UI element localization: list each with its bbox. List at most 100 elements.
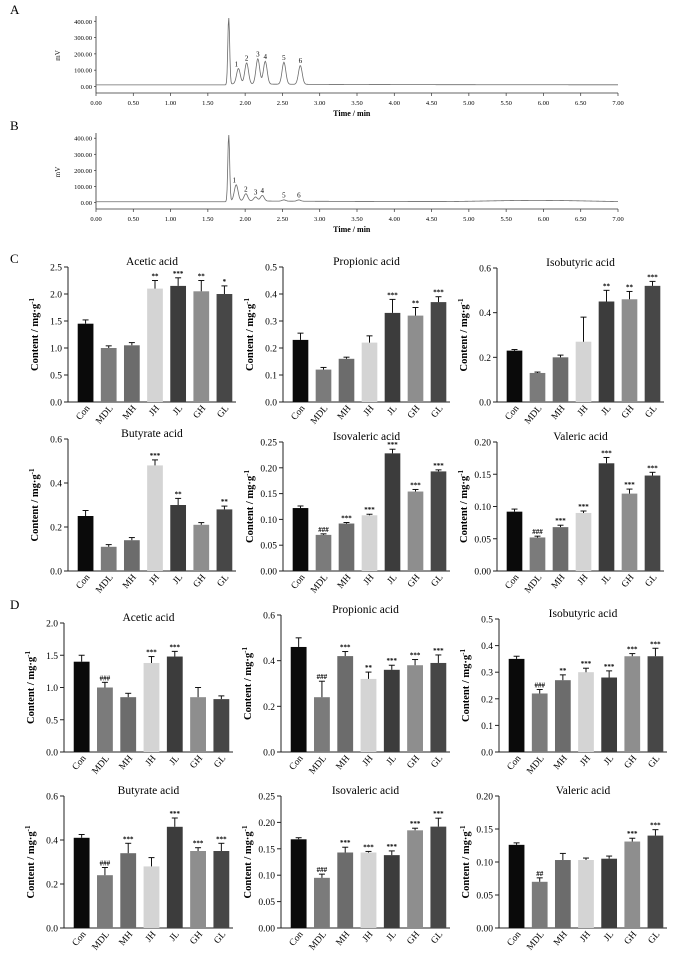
significance-mark: ### bbox=[318, 526, 329, 534]
bar-jl bbox=[383, 669, 400, 752]
significance-mark: *** bbox=[555, 517, 566, 525]
y-tick-label: 300.00 bbox=[74, 152, 92, 159]
bar-chart-c5: Isovaleric acid 0.00 0.05 0.10 0.15 0.20 0.25 C… bbox=[243, 431, 450, 596]
y-axis-title-main: Content / mg·g bbox=[26, 656, 37, 724]
significance-mark: *** bbox=[216, 835, 227, 843]
y-tick-label: 400.00 bbox=[74, 136, 92, 143]
x-tick-label: MDL bbox=[94, 404, 115, 427]
significance-mark: *** bbox=[150, 452, 161, 460]
x-tick-label: 7.00 bbox=[612, 100, 623, 107]
bar-mdl bbox=[315, 369, 332, 402]
x-tick-label: MH bbox=[121, 573, 139, 591]
chart-title: Propionic acid bbox=[332, 604, 399, 616]
y-axis-title: Content / mg·g-1 bbox=[24, 651, 37, 724]
chart-title: Isovaleric acid bbox=[333, 431, 401, 443]
significance-mark: ### bbox=[100, 674, 111, 682]
significance-mark: *** bbox=[433, 647, 444, 655]
bar-con bbox=[506, 350, 523, 402]
bar-mh bbox=[337, 852, 354, 928]
x-tick-label: JH bbox=[362, 404, 377, 419]
bar-gh bbox=[407, 315, 424, 402]
significance-mark: ### bbox=[532, 528, 543, 536]
significance-mark: *** bbox=[173, 270, 184, 278]
y-axis-title-exponent: -1 bbox=[24, 651, 32, 657]
significance-mark: ### bbox=[317, 866, 328, 874]
x-tick-label: 6.50 bbox=[575, 100, 586, 107]
bar-gh bbox=[621, 493, 638, 571]
x-tick-label: Con bbox=[504, 573, 522, 592]
y-axis-title-main: Content / mg·g bbox=[459, 304, 470, 372]
bar-mdl bbox=[314, 697, 330, 752]
bar-gh bbox=[193, 524, 210, 571]
x-tick-label: 1.00 bbox=[165, 100, 176, 107]
peak-label: 4 bbox=[261, 187, 265, 195]
bar-con bbox=[508, 658, 525, 752]
x-tick-label: Con bbox=[504, 404, 522, 423]
significance-mark: *** bbox=[387, 441, 398, 449]
x-tick-label: Con bbox=[71, 930, 89, 949]
y-axis-title-exponent: -1 bbox=[24, 825, 32, 831]
bar-jh bbox=[578, 860, 594, 928]
significance-mark: *** bbox=[647, 273, 658, 281]
bar-mdl bbox=[100, 348, 117, 402]
bar-mdl bbox=[531, 881, 548, 928]
x-tick-label: JL bbox=[385, 930, 399, 944]
x-tick-label: JL bbox=[168, 754, 182, 768]
y-axis-title: Content / mg·g-1 bbox=[459, 649, 472, 722]
bar-mh bbox=[552, 527, 569, 571]
significance-mark: *** bbox=[341, 514, 352, 522]
peak-label: 5 bbox=[282, 191, 286, 199]
y-tick-label: 0.0 bbox=[46, 925, 58, 935]
y-axis-title-main: Content / mg·g bbox=[30, 474, 41, 542]
bar-jh bbox=[360, 678, 377, 752]
bar-gh bbox=[407, 491, 424, 571]
bar-chart-c3: Isobutyric acid 0.0 0.2 0.4 0.6 Content / mg·… bbox=[457, 257, 664, 427]
x-tick-label: 5.00 bbox=[463, 100, 474, 107]
y-tick-label: 0.25 bbox=[260, 439, 277, 449]
bar-jh bbox=[143, 662, 160, 752]
y-tick-label: 1.0 bbox=[46, 684, 58, 694]
bar-chart-d3: Isobutyric acid 0.0 0.1 0.2 0.3 0.4 0.5 Content… bbox=[459, 608, 667, 777]
bar-jh bbox=[578, 672, 594, 752]
bar-gl bbox=[213, 699, 230, 752]
x-tick-label: MDL bbox=[525, 930, 546, 953]
x-tick-label: JH bbox=[362, 573, 377, 588]
x-tick-label: JH bbox=[579, 754, 594, 769]
bar-gl bbox=[647, 835, 664, 928]
bar-mdl bbox=[97, 687, 113, 752]
y-axis-title: Content / mg·g-1 bbox=[28, 298, 41, 371]
peak-label: 6 bbox=[297, 191, 301, 199]
y-axis-title-main: Content / mg·g bbox=[30, 303, 41, 371]
bar-gl bbox=[644, 475, 661, 571]
bar-jh bbox=[575, 341, 592, 402]
x-tick-label: JH bbox=[144, 754, 159, 769]
significance-mark: *** bbox=[433, 289, 444, 297]
significance-mark: *** bbox=[193, 840, 204, 848]
y-axis-title: Content / mg·g-1 bbox=[457, 470, 470, 543]
x-tick-label: MDL bbox=[309, 573, 330, 596]
y-tick-label: 0.6 bbox=[46, 793, 58, 803]
y-tick-label: 0.00 bbox=[81, 200, 92, 207]
bar-mdl bbox=[97, 875, 113, 928]
y-tick-label: 0.15 bbox=[260, 490, 277, 500]
x-tick-label: JL bbox=[171, 573, 185, 587]
x-tick-label: Con bbox=[75, 573, 93, 592]
bar-mh bbox=[337, 656, 354, 752]
y-tick-label: 0.00 bbox=[258, 925, 275, 935]
x-tick-label: GL bbox=[647, 754, 663, 770]
bar-gh bbox=[193, 291, 210, 402]
x-tick-label: GL bbox=[647, 930, 663, 946]
significance-mark: *** bbox=[387, 291, 398, 299]
x-tick-label: MH bbox=[550, 404, 568, 422]
bar-gh bbox=[624, 656, 641, 752]
y-tick-label: 0.25 bbox=[258, 793, 275, 803]
x-tick-label: 4.00 bbox=[389, 216, 400, 223]
bar-gl bbox=[430, 826, 447, 928]
significance-mark: *** bbox=[433, 462, 444, 470]
x-tick-label: MDL bbox=[94, 573, 115, 596]
y-axis-title-main: Content / mg·g bbox=[243, 831, 254, 899]
x-tick-label: Con bbox=[288, 930, 306, 949]
y-axis-title-main: Content / mg·g bbox=[461, 654, 472, 722]
chart-title: Acetic acid bbox=[122, 612, 174, 624]
bar-mh bbox=[552, 357, 569, 402]
